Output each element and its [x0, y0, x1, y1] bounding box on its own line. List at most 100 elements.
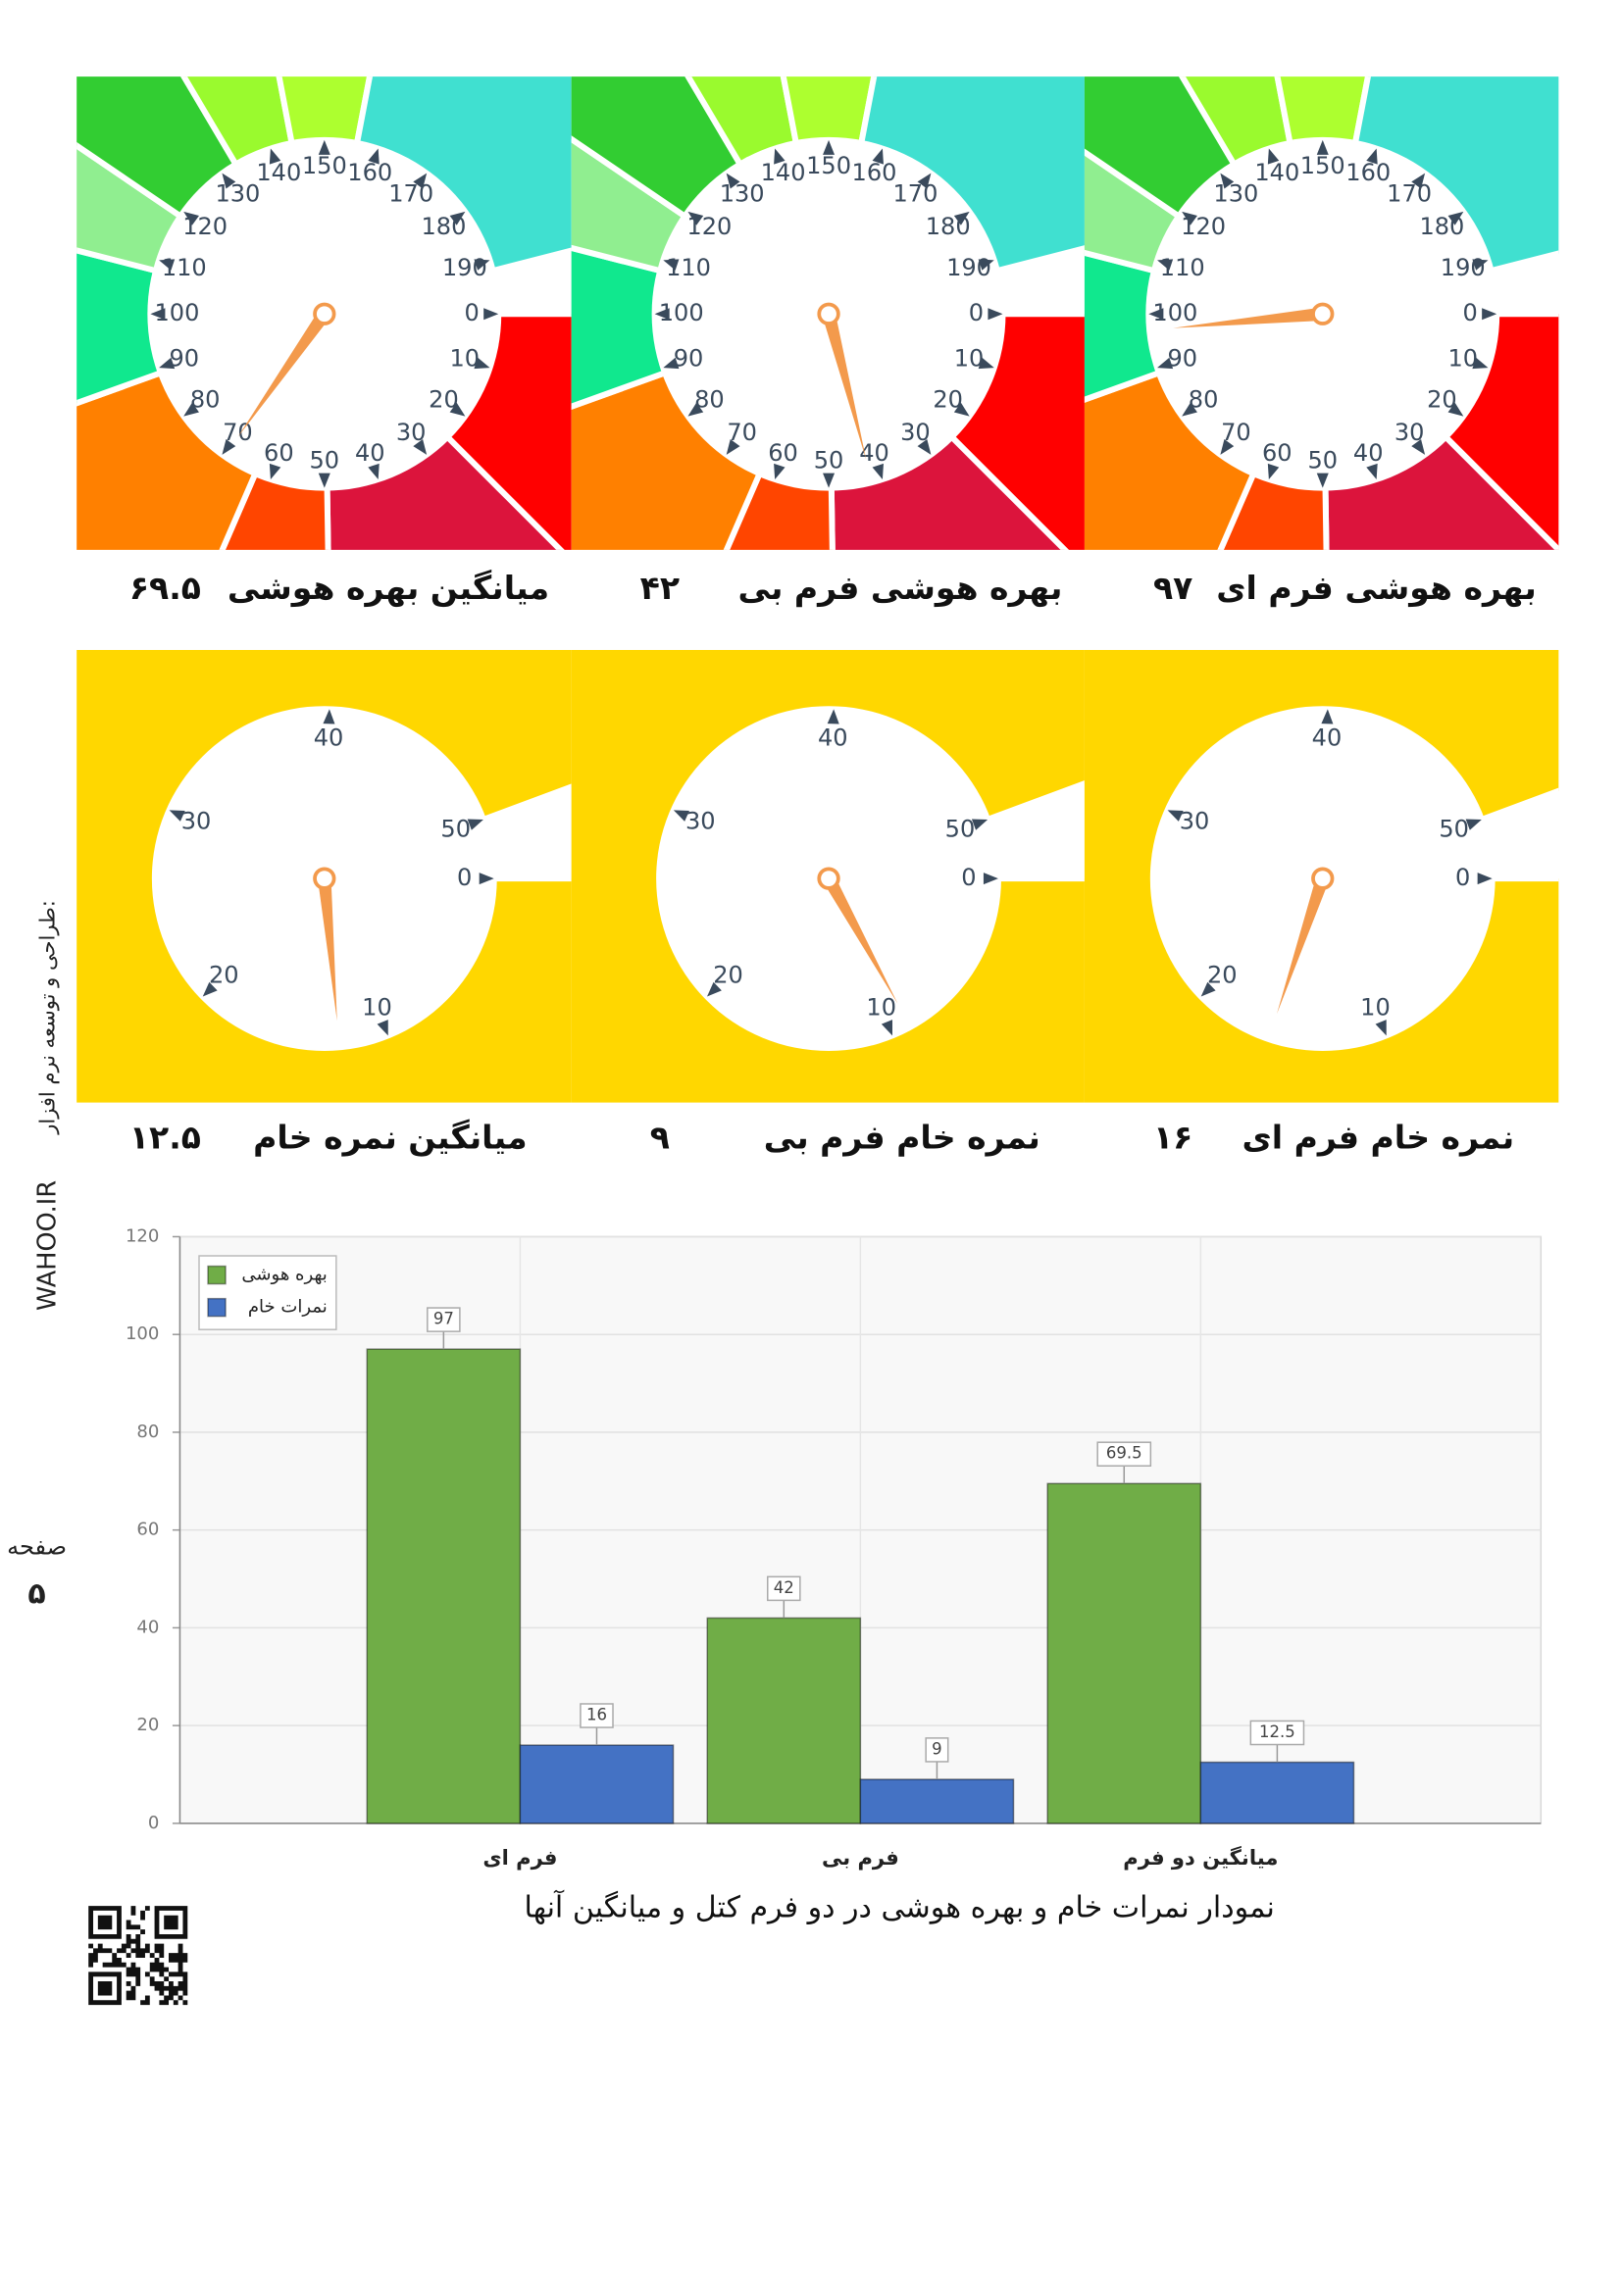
gauge-needle [823, 874, 898, 1004]
gauge-tick [222, 439, 236, 455]
y-tick-label: 20 [136, 1715, 159, 1735]
legend-swatch [207, 1297, 227, 1318]
gauge-tick [449, 402, 466, 417]
bar [366, 1348, 522, 1824]
y-tick-label: 100 [126, 1323, 159, 1344]
data-label: 97 [433, 1310, 454, 1328]
gauge-tick [988, 308, 1003, 321]
gauge-tick-label: 120 [686, 213, 732, 240]
gauge-tick-label: 20 [1427, 386, 1457, 414]
gauge-tick [663, 357, 680, 370]
data-label-box [580, 1703, 614, 1728]
gauge-tick-label: 130 [720, 180, 765, 208]
gauge-tick [1411, 173, 1426, 189]
gauge-tick [971, 819, 988, 830]
gauge-tick [1411, 439, 1426, 455]
gauge-tick [1167, 810, 1184, 822]
gauge-tick-label: 100 [1152, 299, 1197, 326]
gauge-tick [953, 402, 970, 417]
gauge-tick [1157, 357, 1174, 370]
gauge-tick [663, 259, 680, 271]
gauge-tick [368, 463, 380, 479]
gauge-needle [1276, 876, 1330, 1015]
gauge-tick-label: 110 [162, 254, 207, 281]
gauge-tick-label: 30 [685, 808, 716, 835]
gauge-tick-label: 40 [859, 439, 889, 467]
gauge-tick-label: 140 [256, 159, 301, 186]
gauge-tick [774, 148, 786, 165]
data-label-box [925, 1737, 949, 1763]
gauge-tick [827, 709, 839, 724]
gauge-tick-label: 180 [421, 213, 466, 240]
data-label-box [767, 1575, 801, 1602]
gauge-tick [467, 819, 483, 830]
gauge-tick [474, 259, 490, 271]
gauge-hub [817, 302, 840, 325]
bar [519, 1744, 675, 1824]
data-label: 16 [586, 1706, 607, 1724]
gauge-tick-label: 0 [961, 864, 976, 891]
gauge-tick-label: 100 [659, 299, 704, 326]
gauge-tick-label: 20 [209, 962, 239, 989]
gauge-tick [1472, 259, 1489, 271]
gauge-tick [483, 308, 499, 321]
y-tick-label: 40 [136, 1617, 159, 1637]
gauge-tick [1375, 1020, 1387, 1036]
gauge-tick-label: 120 [1181, 213, 1226, 240]
x-tick-label: فرم ای [482, 1845, 557, 1870]
gauge-tick [654, 308, 670, 321]
gauge-tick [1200, 981, 1216, 997]
gauge-tick-label: 190 [442, 254, 487, 281]
gauge-tick [202, 981, 218, 997]
gauge-tick [1316, 473, 1329, 488]
x-tick-label: میانگین دو فرم [1123, 1845, 1278, 1870]
gauge-tick-label: 30 [181, 808, 212, 835]
qr-code [88, 1906, 188, 2006]
gauge-value: ۶۹.۵ [129, 569, 201, 607]
gauge-tick-label: 10 [362, 993, 392, 1021]
gauge-title: بهره هوشی فرم ای [1216, 569, 1537, 608]
gauge-tick [1267, 148, 1280, 165]
gauge-tick [1182, 402, 1197, 417]
gauge-tick [823, 139, 836, 155]
gauge-tick [1465, 819, 1482, 830]
gauge-tick-label: 30 [396, 419, 427, 446]
gauge-tick-label: 110 [666, 254, 711, 281]
page-label: صفحه [7, 1533, 67, 1561]
gauge-tick [706, 981, 722, 997]
gauge-tick [917, 173, 932, 189]
gauge-tick-label: 30 [1180, 808, 1210, 835]
gauge-tick [159, 357, 176, 370]
gauge-title: میانگین بهره هوشی [228, 569, 549, 608]
gauge-tick-label: 0 [465, 299, 480, 326]
gauge-tick-label: 140 [1254, 159, 1299, 186]
gauge-title: نمره خام فرم ای [1242, 1119, 1514, 1158]
gauge-tick-label: 160 [347, 159, 392, 186]
gauge-tick [413, 439, 428, 455]
y-tick-label: 60 [136, 1520, 159, 1540]
gauge-tick-label: 0 [457, 864, 472, 891]
chart-caption: نمودار نمرات خام و بهره هوشی در دو فرم ک… [525, 1890, 1275, 1925]
gauge-tick [881, 1020, 893, 1036]
gauge-tick-label: 100 [154, 299, 199, 326]
gauge-tick-label: 40 [355, 439, 385, 467]
gauge-tick-label: 40 [314, 724, 344, 751]
gauge-tick [673, 810, 689, 822]
gauge-tick-label: 30 [900, 419, 931, 446]
gauge-tick-label: 130 [215, 180, 260, 208]
gauge-title: نمره خام فرم بی [764, 1119, 1040, 1158]
gauge-tick-label: 70 [727, 419, 757, 446]
gauge-tick [169, 810, 185, 822]
gauge-tick [1148, 308, 1164, 321]
gauge-tick-label: 20 [1207, 962, 1238, 989]
gauge-title: بهره هوشی فرم بی [738, 569, 1063, 608]
gauge-tick [318, 473, 330, 488]
gauge-value: ۱۲.۵ [129, 1119, 201, 1157]
gauge-tick [183, 211, 199, 225]
gauge-tick [953, 211, 970, 225]
gauge-tick-label: 150 [806, 152, 851, 179]
legend-label: بهره هوشی [241, 1265, 327, 1285]
data-label-box [1096, 1441, 1152, 1468]
gauge-tick-label: 120 [182, 213, 228, 240]
gauge-tick [413, 173, 428, 189]
